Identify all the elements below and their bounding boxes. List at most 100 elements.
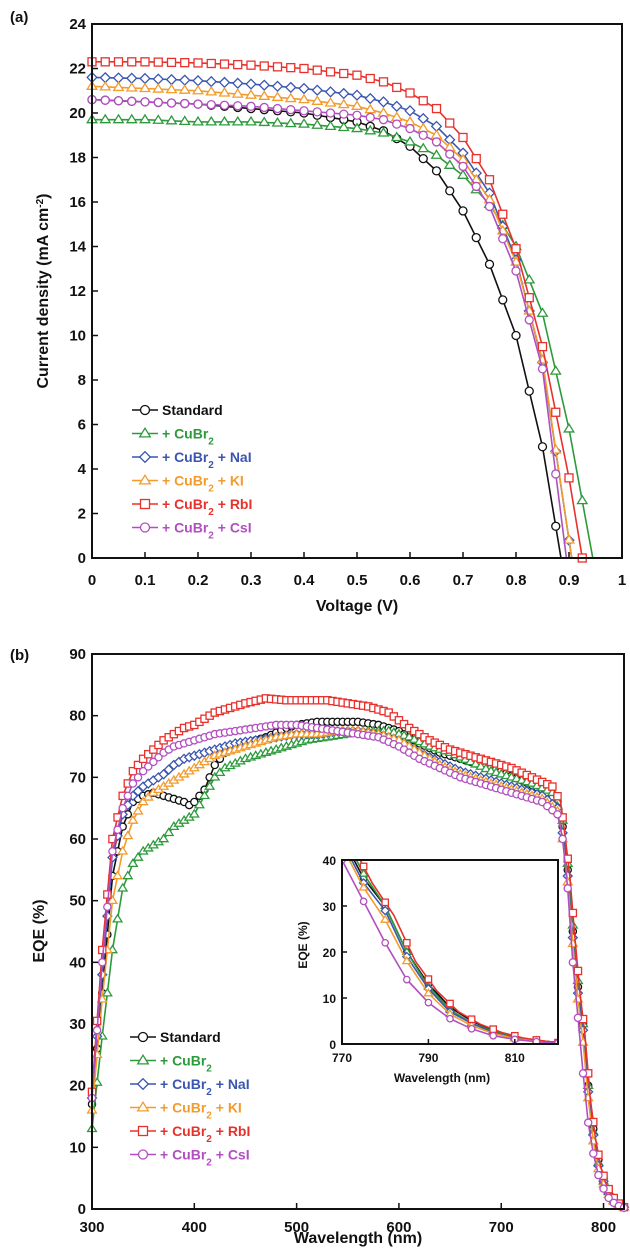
panel-a-point-cubr2-csi: [431, 137, 442, 147]
panel-a-legend-label-sub: 2: [208, 507, 214, 518]
panel-a-point-cubr2-nai: [285, 81, 297, 94]
panel-a-point-cubr2-rbi: [471, 153, 481, 164]
panel-b-y-tick-label: 20: [69, 1078, 86, 1095]
panel-a-point-cubr2-nai: [126, 72, 138, 84]
panel-b-point-cubr2-csi: [589, 1149, 598, 1158]
panel-a-point-cubr2: [218, 115, 231, 126]
panel-a-point-cubr2-nai: [192, 75, 204, 87]
panel-a-point-cubr2-nai: [364, 92, 376, 105]
panel-b-point-cubr2-nai: [132, 785, 144, 797]
panel-a-legend-label-tail: + KI: [214, 473, 244, 489]
panel-b-legend-marker: [137, 1125, 149, 1137]
panel-b-x-tick-label: 300: [79, 1219, 104, 1236]
panel-b-legend-label-tail: + KI: [212, 1100, 242, 1116]
panel-b-point-standard: [210, 760, 220, 770]
panel-a-point-cubr2: [112, 113, 125, 124]
panel-b-legend-label-main: + CuBr: [160, 1100, 207, 1116]
panel-b-y-tick-label: 60: [69, 831, 86, 848]
panel-a-point-cubr2-ki: [311, 95, 324, 105]
panel-a-point-cubr2-nai: [417, 112, 429, 125]
panel-b-legend-label: Standard: [160, 1029, 221, 1045]
inset-point-cubr2-csi: [381, 938, 390, 947]
panel-a-point-cubr2-csi: [246, 101, 256, 111]
panel-a-point-cubr2-ki: [112, 81, 125, 92]
panel-b-legend-marker: [136, 1077, 150, 1091]
panel-b-point-cubr2-csi: [604, 1193, 613, 1203]
panel-b-legend-label: + CuBr2 + NaI: [160, 1076, 250, 1098]
panel-b-legend-marker: [136, 1100, 150, 1112]
inset-point-cubr2-csi: [489, 1031, 498, 1040]
panel-a-point-cubr2-rbi: [219, 59, 230, 69]
panel-a-point-cubr2: [99, 113, 112, 124]
panel-b-point-cubr2-csi: [97, 958, 107, 967]
panel-a-point-cubr2-csi: [153, 97, 163, 108]
panel-a-point-cubr2-rbi: [445, 118, 455, 128]
panel-a-point-cubr2-nai: [205, 75, 217, 88]
panel-b-legend-item-standard: Standard: [130, 1029, 221, 1045]
panel-b-point-cubr2-csi: [108, 847, 117, 856]
panel-a-point-cubr2-nai: [298, 82, 310, 95]
panel-a-point-cubr2-nai: [377, 96, 390, 108]
panel-b-label: (b): [10, 647, 29, 664]
panel-a-point-cubr2-csi: [193, 99, 203, 109]
panel-a-point-standard: [484, 259, 495, 269]
panel-a-point-cubr2-csi: [272, 103, 283, 114]
panel-a-y-tick-label: 4: [78, 461, 87, 478]
panel-a-point-cubr2-rbi: [299, 63, 309, 74]
panel-b-point-cubr2: [132, 851, 144, 861]
panel-a-point-cubr2-rbi: [113, 57, 124, 67]
panel-a-point-cubr2-csi: [405, 123, 415, 134]
panel-a-point-cubr2: [324, 120, 337, 131]
panel-a-y-tick-label: 22: [69, 61, 86, 78]
panel-a-legend-label-main: + CuBr: [162, 473, 209, 489]
panel-a-line-standard: [91, 98, 562, 559]
inset-point-cubr2-csi: [446, 1014, 454, 1023]
panel-b-legend-label: + CuBr2: [160, 1053, 212, 1075]
panel-b-point-cubr2-ki: [122, 830, 134, 840]
panel-b-series-cubr2-csi: [87, 720, 629, 1213]
panel-a-point-cubr2-rbi: [127, 57, 137, 67]
panel-a-legend-item-standard: Standard: [132, 402, 223, 418]
panel-a-point-cubr2: [271, 116, 284, 127]
panel-a-point-standard: [471, 232, 481, 243]
panel-a-point-cubr2-csi: [140, 97, 150, 107]
panel-a-point-cubr2: [563, 422, 575, 433]
panel-a-legend-marker: [139, 498, 151, 510]
panel-a-point-standard: [418, 153, 428, 164]
panel-b-legend-label-main: + CuBr: [160, 1123, 207, 1139]
inset-point-cubr2-ki: [338, 842, 346, 848]
panel-a-point-standard: [537, 442, 548, 452]
panel-b-point-cubr2-rbi: [133, 760, 143, 770]
panel-a-legend-label-sub: 2: [208, 460, 214, 471]
inset-point-cubr2-ki: [380, 914, 391, 923]
panel-a-point-cubr2-rbi: [511, 244, 521, 254]
inset-point-cubr2-csi: [359, 897, 368, 906]
panel-a-point-cubr2-csi: [233, 101, 243, 111]
panel-a-y-tick-label: 20: [69, 105, 86, 122]
panel-a-point-cubr2-csi: [100, 95, 110, 105]
panel-a-point-cubr2: [549, 365, 562, 375]
panel-b-y-tick-label: 10: [69, 1139, 86, 1156]
panel-a-point-cubr2: [205, 115, 218, 126]
panel-a-series-group: [86, 57, 594, 563]
inset-y-tick-label: 30: [323, 900, 337, 914]
inset-x-tick-label: 810: [505, 1051, 525, 1065]
panel-b-point-cubr2-nai: [163, 764, 175, 775]
panel-b-legend-label-sub: 2: [206, 1063, 212, 1074]
panel-b-point-cubr2: [214, 767, 226, 777]
panel-b-legend-label: + CuBr2 + RbI: [160, 1123, 250, 1145]
panel-a-series-cubr2-csi: [87, 95, 568, 559]
panel-b-point-cubr2-csi: [138, 766, 148, 776]
panel-a-point-cubr2-nai: [112, 72, 125, 84]
panel-b-point-cubr2-csi: [123, 791, 133, 801]
panel-b-point-cubr2-csi: [144, 762, 153, 771]
panel-a-point-cubr2-ki: [284, 92, 297, 103]
inset-point-cubr2-ki: [401, 955, 412, 965]
panel-b-point-cubr2-ki: [137, 796, 149, 806]
panel-a-x-tick-label: 0.3: [241, 572, 262, 589]
panel-a-point-cubr2-ki: [337, 98, 350, 109]
panel-a-legend-marker: [139, 522, 151, 533]
panel-a-point-cubr2-rbi: [537, 341, 548, 352]
panel-a-legend: Standard+ CuBr2+ CuBr2 + NaI+ CuBr2 + KI…: [132, 402, 252, 541]
